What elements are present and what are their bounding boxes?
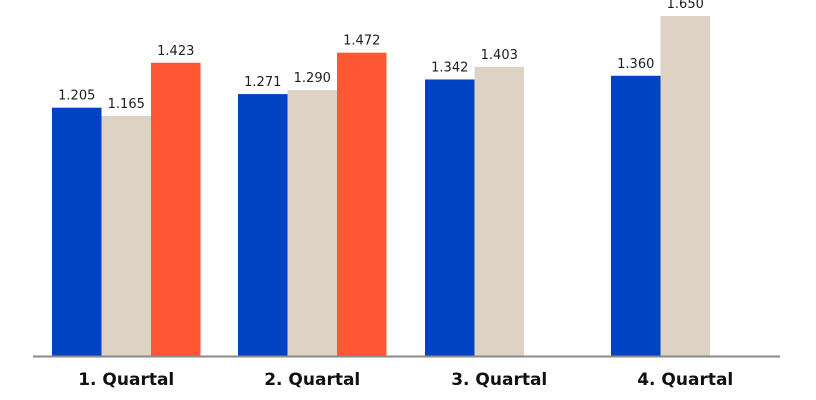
category-label-q1: 1. Quartal xyxy=(78,370,174,390)
value-label-q2-s2: 1.290 xyxy=(294,71,331,86)
value-label-q4-s1: 1.360 xyxy=(617,57,654,72)
value-label-q2-s1: 1.271 xyxy=(244,75,281,90)
bar-q2-s1 xyxy=(238,94,288,356)
value-label-q4-s2: 1.650 xyxy=(667,0,704,12)
value-labels-group: 1.205 1.165 1.423 1.271 1.290 1.472 1.342 1.403… xyxy=(58,0,704,112)
bar-q4-s1 xyxy=(611,75,661,357)
category-label-q4: 4. Quartal xyxy=(637,370,733,390)
bar-q3-s2 xyxy=(474,66,524,356)
category-label-q3: 3. Quartal xyxy=(451,370,547,390)
bar-q2-s2 xyxy=(287,90,337,356)
value-label-q1-s2: 1.165 xyxy=(108,97,145,112)
category-label-q2: 2. Quartal xyxy=(264,370,360,390)
bar-q1-s1 xyxy=(52,107,102,357)
value-label-q1-s3: 1.423 xyxy=(157,44,194,59)
bar-q3-s1 xyxy=(425,79,475,356)
bars-group xyxy=(52,16,710,357)
value-label-q3-s1: 1.342 xyxy=(431,60,468,75)
value-label-q1-s1: 1.205 xyxy=(58,89,95,104)
bar-q2-s3 xyxy=(337,52,387,357)
category-labels-group: 1. Quartal 2. Quartal 3. Quartal 4. Quartal xyxy=(78,370,733,390)
bar-q4-s2 xyxy=(660,16,710,356)
bar-q1-s2 xyxy=(101,115,151,356)
value-label-q2-s3: 1.472 xyxy=(343,34,380,49)
value-label-q3-s2: 1.403 xyxy=(481,48,518,63)
bar-q1-s3 xyxy=(151,62,201,356)
